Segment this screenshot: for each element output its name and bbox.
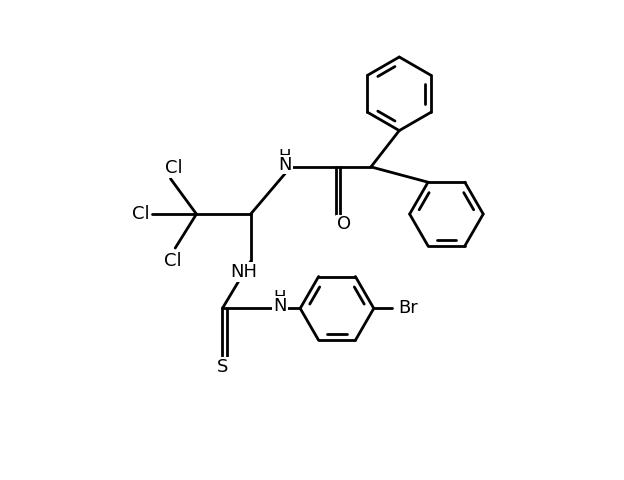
Text: NH: NH <box>230 263 257 281</box>
Text: S: S <box>217 359 228 376</box>
Text: N: N <box>278 156 292 174</box>
Text: N: N <box>273 297 286 315</box>
Text: O: O <box>337 216 351 233</box>
Text: H: H <box>279 147 291 166</box>
Text: Cl: Cl <box>164 252 182 270</box>
Text: Cl: Cl <box>165 159 183 177</box>
Text: Cl: Cl <box>132 205 150 223</box>
Text: Br: Br <box>398 300 417 317</box>
Text: H: H <box>274 289 286 307</box>
